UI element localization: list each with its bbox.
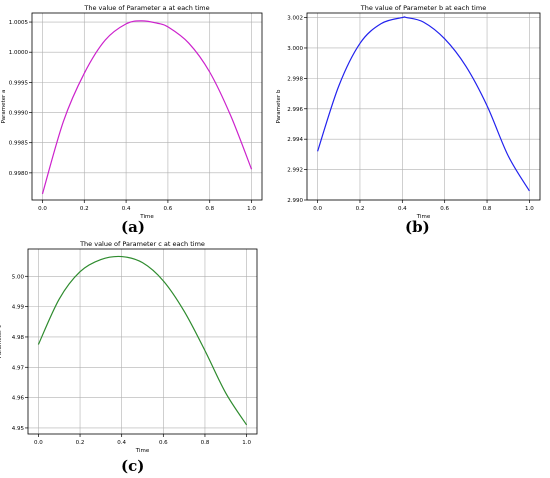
chart-c-title: The value of Parameter c at each time xyxy=(79,240,205,248)
chart-c-xtick-label-5: 1.0 xyxy=(242,440,251,446)
chart-a-xtick-label-1: 0.2 xyxy=(80,206,89,212)
chart-b-xtick-label-1: 0.2 xyxy=(356,206,365,212)
chart-c-xtick-label-2: 0.4 xyxy=(117,440,126,446)
chart-b-xlabel: Time xyxy=(416,214,431,220)
chart-b-plot-frame xyxy=(306,12,541,201)
chart-c-xlabel: Time xyxy=(135,448,150,454)
chart-c-ytick-label-4: 4.99 xyxy=(12,305,25,311)
chart-a-ytick-label-2: 0.9990 xyxy=(9,111,29,117)
chart-a-ytick-label-1: 0.9985 xyxy=(9,141,29,147)
chart-b-ytick-label-5: 3.000 xyxy=(287,46,303,52)
panel-label-b: (b) xyxy=(405,218,430,236)
chart-a-xtick-label-5: 1.0 xyxy=(247,206,256,212)
chart-a-xtick-label-0: 0.0 xyxy=(38,206,47,212)
chart-c-xtick-label-1: 0.2 xyxy=(76,440,85,446)
chart-panel-b: 0.0 0.2 0.4 0.6 0.8 1.0 2.990 2.992 2.994 2.996 2.… xyxy=(275,0,550,220)
chart-c-xtick-label-0: 0.0 xyxy=(34,440,43,446)
chart-c-ytick-label-5: 5.00 xyxy=(12,274,25,280)
chart-c-series-line xyxy=(37,255,248,426)
chart-c-svg: 0.0 0.2 0.4 0.6 0.8 1.0 4.95 4.96 4.97 4.98 4.99 5.… xyxy=(0,240,258,454)
chart-a-ylabel: Parameter a xyxy=(1,90,7,124)
panel-label-c: (c) xyxy=(121,457,145,475)
chart-a-series-line xyxy=(41,20,253,195)
chart-a-xtick-label-3: 0.6 xyxy=(164,206,173,212)
chart-a-title: The value of Parameter a at each time xyxy=(83,4,209,12)
chart-a-ytick-label-5: 1.0005 xyxy=(9,20,29,26)
chart-c-ytick-label-3: 4.98 xyxy=(12,335,25,341)
chart-b-ytick-label-6: 3.002 xyxy=(287,16,303,22)
chart-b-ytick-label-2: 2.994 xyxy=(287,137,303,143)
chart-c-ytick-label-0: 4.95 xyxy=(12,426,25,432)
chart-c-ylabel: Parameter c xyxy=(0,325,3,358)
chart-b-series-line xyxy=(317,16,530,192)
chart-b-ylabel: Parameter b xyxy=(276,89,282,123)
chart-b-ytick-label-0: 2.990 xyxy=(287,198,303,204)
chart-a-xtick-label-2: 0.4 xyxy=(122,206,131,212)
chart-b-ytick-label-1: 2.992 xyxy=(287,168,303,174)
chart-b-xtick-label-3: 0.6 xyxy=(440,206,449,212)
chart-a-svg: 0.0 0.2 0.4 0.6 0.8 1.0 0.9980 0.9985 0.9990 0.99… xyxy=(1,4,263,220)
chart-a-plot-frame xyxy=(31,12,263,201)
chart-b-xtick-label-2: 0.4 xyxy=(398,206,407,212)
chart-b-title: The value of Parameter b at each time xyxy=(360,4,486,12)
chart-panel-c: 0.0 0.2 0.4 0.6 0.8 1.0 4.95 4.96 4.97 4.98 4.99 5.… xyxy=(0,238,275,458)
chart-c-xtick-label-3: 0.6 xyxy=(159,440,168,446)
chart-a-ytick-label-0: 0.9980 xyxy=(9,171,29,177)
panel-label-a: (a) xyxy=(121,218,145,236)
chart-b-xtick-label-4: 0.8 xyxy=(483,206,492,212)
chart-c-ytick-label-2: 4.97 xyxy=(12,365,25,371)
chart-c-ytick-label-1: 4.96 xyxy=(12,396,25,402)
chart-a-xlabel: Time xyxy=(139,214,154,220)
chart-a-ytick-label-4: 1.0000 xyxy=(9,50,29,56)
chart-b-xtick-label-0: 0.0 xyxy=(313,206,322,212)
chart-b-xtick-label-5: 1.0 xyxy=(525,206,534,212)
chart-c-xtick-label-4: 0.8 xyxy=(201,440,210,446)
chart-c-plot-frame xyxy=(27,248,258,435)
chart-a-xtick-label-4: 0.8 xyxy=(205,206,214,212)
chart-panel-a: 0.0 0.2 0.4 0.6 0.8 1.0 0.9980 0.9985 0.9990 0.99… xyxy=(0,0,275,220)
chart-b-svg: 0.0 0.2 0.4 0.6 0.8 1.0 2.990 2.992 2.994 2.996 2.… xyxy=(276,4,541,220)
chart-a-ytick-label-3: 0.9995 xyxy=(9,80,29,86)
chart-b-ytick-label-3: 2.996 xyxy=(287,107,303,113)
chart-b-ytick-label-4: 2.998 xyxy=(287,76,303,82)
